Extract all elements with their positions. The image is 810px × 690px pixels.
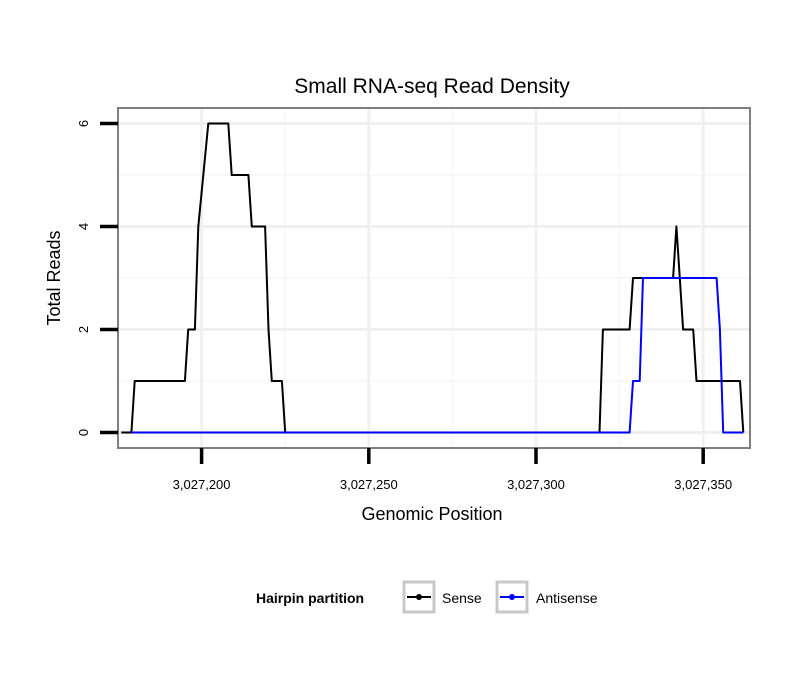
y-axis-title: Total Reads	[44, 230, 64, 325]
series-line-antisense	[131, 277, 744, 434]
y-tick-label: 6	[76, 120, 91, 127]
x-axis-title: Genomic Position	[361, 504, 502, 524]
legend-label-sense: Sense	[442, 590, 482, 606]
series-lines	[121, 122, 745, 434]
y-tick-label: 2	[76, 326, 91, 333]
x-tick-label: 3,027,350	[674, 477, 732, 492]
y-tick-label: 0	[76, 429, 91, 436]
legend-marker-antisense	[509, 594, 515, 600]
chart-title: Small RNA-seq Read Density	[294, 75, 570, 98]
legend-title: Hairpin partition	[256, 590, 364, 606]
plot-border	[117, 107, 751, 449]
y-axis: 0 2 4 6	[76, 120, 118, 436]
y-tick-label: 4	[76, 223, 91, 230]
legend: Hairpin partition Sense Antisense	[256, 580, 598, 614]
legend-key-antisense	[495, 580, 529, 614]
x-tick-label: 3,027,250	[340, 477, 398, 492]
legend-label-antisense: Antisense	[536, 590, 598, 606]
x-tick-label: 3,027,200	[173, 477, 231, 492]
legend-marker-sense	[416, 594, 422, 600]
x-tick-label: 3,027,300	[507, 477, 565, 492]
x-axis: 3,027,200 3,027,250 3,027,300 3,027,350	[173, 448, 732, 492]
